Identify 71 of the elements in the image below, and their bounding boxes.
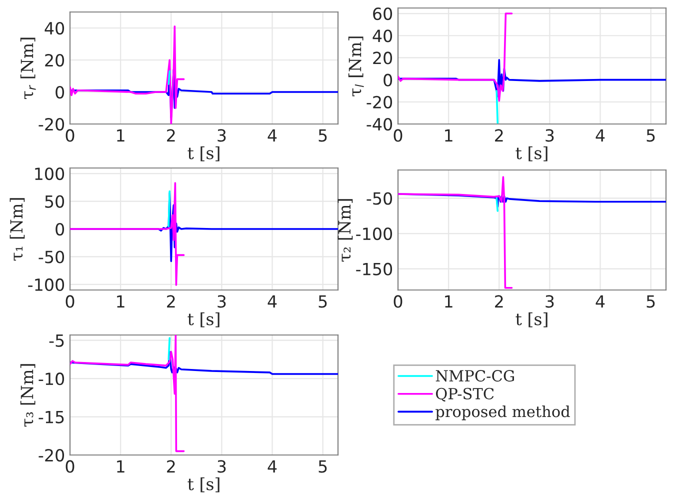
y-tick-label: -50 xyxy=(366,192,392,205)
x-tick-label: 1 xyxy=(117,295,124,308)
y-tick-label: 100 xyxy=(35,168,64,180)
y-tick-label: 0 xyxy=(56,86,64,99)
x-axis-title: t [s] xyxy=(188,146,220,162)
x-tick-label: 4 xyxy=(596,129,605,142)
x-tick-label: 3 xyxy=(218,460,226,473)
x-tick-label: 3 xyxy=(546,295,554,308)
x-axis-title: t [s] xyxy=(516,146,548,162)
x-tick-label: 1 xyxy=(117,460,124,473)
y-tick-label: -100 xyxy=(28,278,64,292)
y-tick-label: -20 xyxy=(38,448,64,462)
x-tick-label: 1 xyxy=(445,295,452,308)
x-tick-label: 3 xyxy=(218,295,226,308)
line-series xyxy=(70,25,185,124)
y-axis-title: τ$_{l}$ [Nm] xyxy=(348,36,364,96)
y-tick-label: -10 xyxy=(38,372,64,386)
y-tick-label: -5 xyxy=(49,334,64,347)
line-series xyxy=(70,350,338,375)
x-tick-label: 5 xyxy=(318,129,327,142)
x-axis-title: t [s] xyxy=(516,312,548,328)
x-tick-label: 0 xyxy=(66,295,74,308)
x-tick-label: 2 xyxy=(167,129,175,142)
x-tick-label: 0 xyxy=(394,129,402,142)
x-tick-label: 4 xyxy=(268,129,277,142)
x-tick-label: 4 xyxy=(268,295,277,308)
y-tick-label: 60 xyxy=(373,7,392,20)
x-tick-label: 5 xyxy=(646,129,655,142)
line-series xyxy=(70,335,185,452)
x-tick-label: 4 xyxy=(268,460,277,473)
y-tick-label: -20 xyxy=(38,118,64,131)
y-tick-label: 0 xyxy=(384,74,392,86)
y-tick-label: 0 xyxy=(56,222,64,236)
x-tick-label: 0 xyxy=(66,460,74,473)
x-tick-label: 5 xyxy=(318,295,327,308)
line-series xyxy=(398,12,513,102)
x-tick-label: 3 xyxy=(218,129,226,142)
y-axis-title: τ₃ [Nm] xyxy=(20,364,36,427)
x-tick-label: 4 xyxy=(596,295,605,308)
legend-label: QP-STC xyxy=(436,388,494,402)
y-axis-title: τ$_{r}$ [Nm] xyxy=(20,38,36,99)
x-tick-label: 0 xyxy=(66,129,74,142)
x-tick-label: 2 xyxy=(167,295,175,308)
legend-label: NMPC-CG xyxy=(436,370,514,382)
y-tick-label: -15 xyxy=(38,410,64,424)
x-tick-label: 2 xyxy=(495,129,503,142)
y-tick-label: -20 xyxy=(366,96,392,108)
line-series xyxy=(70,182,185,286)
y-tick-label: -150 xyxy=(356,262,392,276)
x-tick-label: 1 xyxy=(445,129,452,142)
x-tick-label: 0 xyxy=(394,295,402,308)
y-tick-label: 50 xyxy=(45,195,64,208)
legend-label: proposed method xyxy=(436,405,570,420)
x-tick-label: 3 xyxy=(546,129,554,142)
x-axis-title: t [s] xyxy=(188,477,220,492)
y-tick-label: 40 xyxy=(372,30,392,42)
line-series xyxy=(398,176,513,289)
x-tick-label: 2 xyxy=(495,295,503,308)
y-tick-label: 20 xyxy=(45,54,64,67)
x-tick-label: 5 xyxy=(318,460,327,473)
y-axis-title: τ₁ [Nm] xyxy=(10,198,25,261)
y-tick-label: 20 xyxy=(373,52,392,64)
y-tick-label: -100 xyxy=(356,227,392,240)
x-tick-label: 1 xyxy=(117,129,124,142)
y-axis-title: τ₂ [Nm] xyxy=(338,199,353,262)
x-axis-title: t [s] xyxy=(188,312,220,328)
x-tick-label: 5 xyxy=(646,295,655,308)
x-tick-label: 2 xyxy=(167,460,175,473)
y-tick-label: -50 xyxy=(38,250,64,264)
y-tick-label: 40 xyxy=(44,22,64,35)
y-tick-label: -40 xyxy=(366,118,392,131)
